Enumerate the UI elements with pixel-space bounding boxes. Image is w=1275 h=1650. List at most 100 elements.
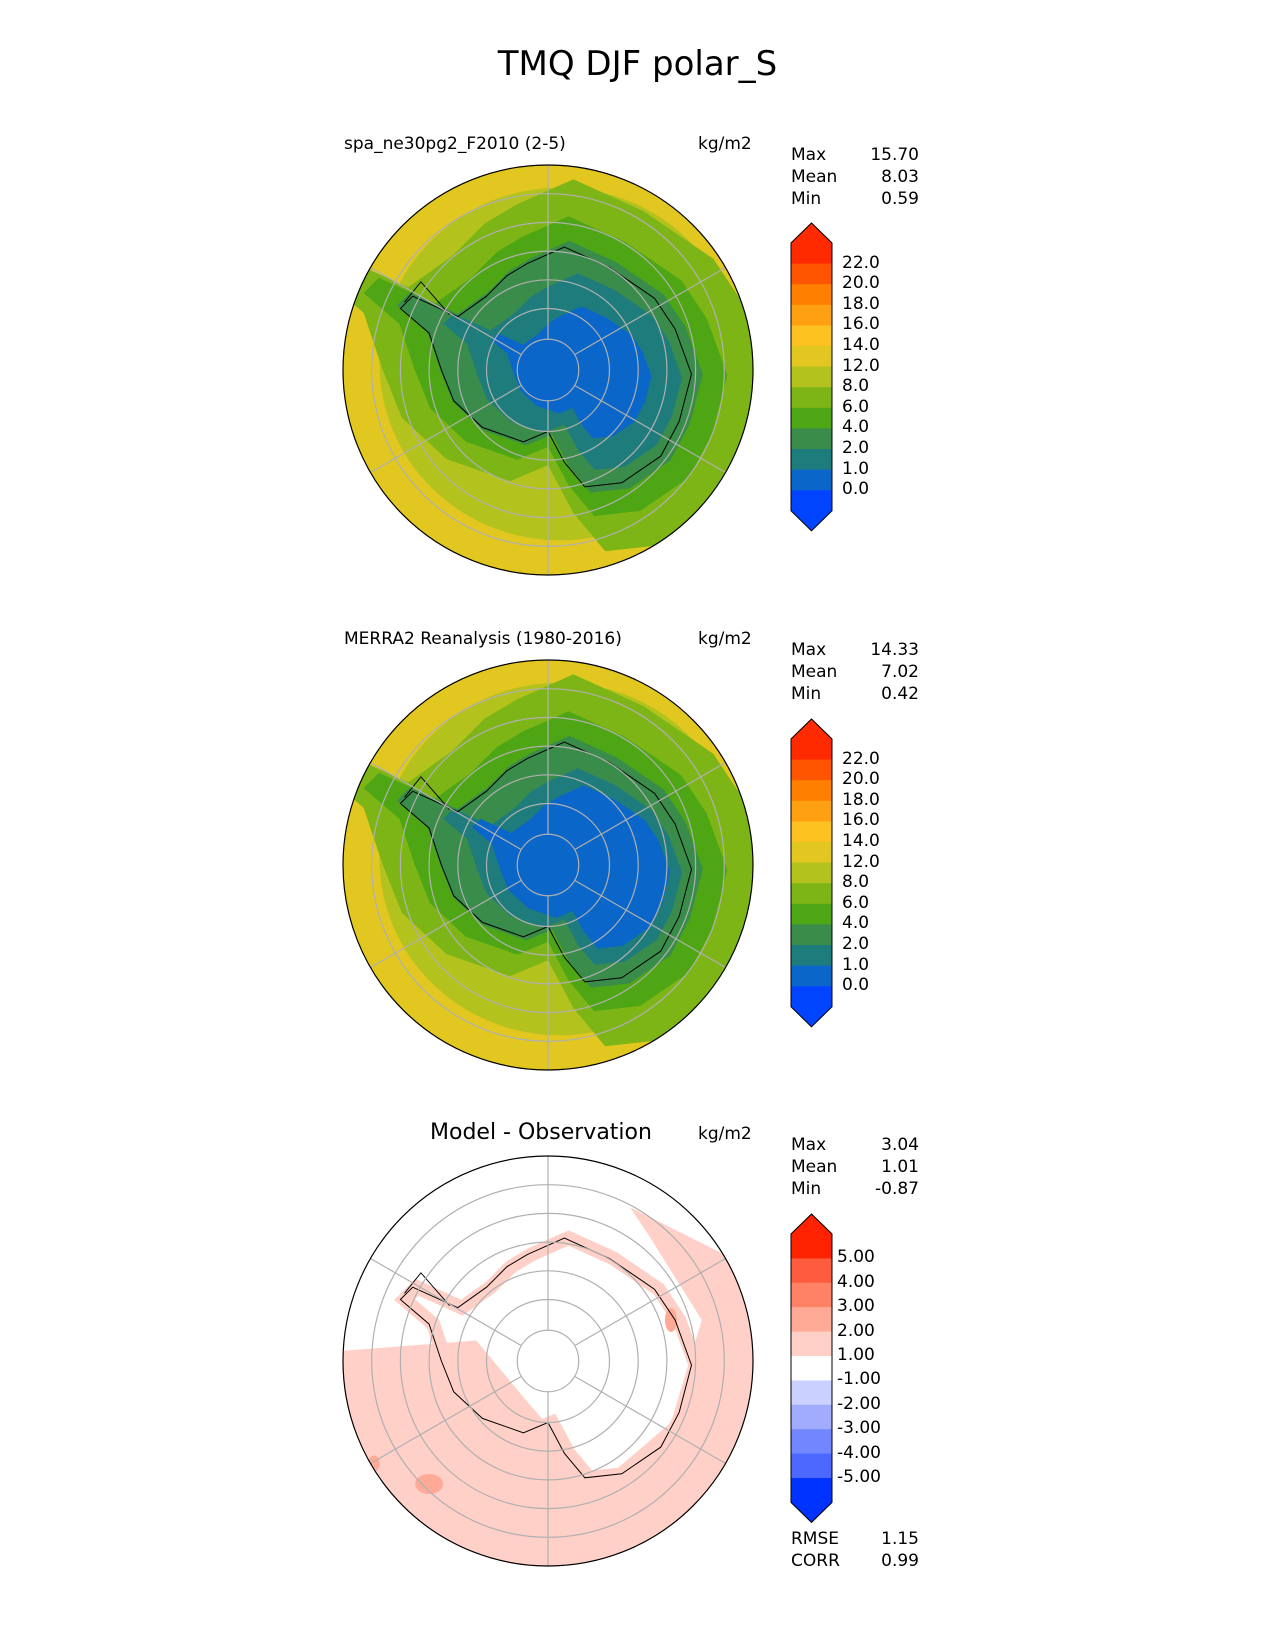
panel-model-title: spa_ne30pg2_F2010 (2-5) xyxy=(344,134,566,154)
colorbar-extend-top xyxy=(791,719,832,739)
colorbar-segment xyxy=(791,1478,832,1523)
colorbar-tick-label: 12.0 xyxy=(842,355,880,376)
colorbar-segment xyxy=(791,325,832,347)
diff-positive-patch xyxy=(665,1308,677,1332)
field-band xyxy=(491,306,652,439)
stat-label: Mean xyxy=(791,1157,838,1177)
colorbar-segment xyxy=(791,924,832,946)
colorbar-segment xyxy=(791,780,832,802)
colorbar-segment xyxy=(791,1234,832,1259)
colorbar-tick-label: 8.0 xyxy=(842,376,870,397)
colorbar-diff xyxy=(790,1213,833,1524)
longitude-gridline xyxy=(370,761,522,851)
colorbar-tick-label: -3.00 xyxy=(837,1418,881,1439)
stat-label: Max xyxy=(791,145,827,165)
map-border xyxy=(342,659,754,1071)
stat-value: 1.01 xyxy=(881,1157,919,1177)
colorbar-extend-top xyxy=(791,1214,832,1234)
corr-label: CORR xyxy=(791,1551,840,1571)
colorbar-tick-label: 1.00 xyxy=(837,1345,875,1365)
colorbar-segment xyxy=(791,759,832,781)
colorbar-segment xyxy=(791,304,832,326)
colorbar-tick-label: 0.0 xyxy=(842,479,870,500)
colorbar-segment xyxy=(791,1429,832,1455)
map-panel-model xyxy=(342,164,754,576)
panel-obs-title: MERRA2 Reanalysis (1980-2016) xyxy=(344,629,622,649)
colorbar-segment xyxy=(791,1307,832,1333)
colorbar-segment xyxy=(791,407,832,429)
longitude-gridline xyxy=(370,879,522,969)
colorbar-segment xyxy=(791,945,832,967)
diff-positive-area xyxy=(343,1207,753,1566)
panel-diff-title: Model - Observation xyxy=(430,1120,652,1145)
coastline xyxy=(404,776,450,810)
longitude-gridline xyxy=(574,266,726,356)
colorbar-tick-label: 1.0 xyxy=(842,458,870,479)
colorbar-segment xyxy=(791,739,832,761)
colorbar-tick-label: 20.0 xyxy=(842,769,880,790)
stat-value: 14.33 xyxy=(870,640,919,660)
colorbar-tick-label: 4.0 xyxy=(842,913,870,934)
panel-diff-units: kg/m2 xyxy=(698,1124,752,1144)
longitude-gridline xyxy=(574,384,726,474)
map-border xyxy=(342,164,754,576)
stat-label: Mean xyxy=(791,167,838,187)
stat-value: 0.59 xyxy=(881,189,919,209)
longitude-gridline xyxy=(574,1375,726,1465)
colorbar-segment xyxy=(791,366,832,388)
panel-obs-units: kg/m2 xyxy=(698,629,752,649)
stat-value: 0.42 xyxy=(881,684,919,704)
colorbar-tick-label: 8.0 xyxy=(842,872,870,893)
field-band xyxy=(472,785,671,949)
colorbar-tick-label: -5.00 xyxy=(837,1467,881,1487)
colorbar-tick-label: 4.00 xyxy=(837,1271,875,1292)
colorbar-segment xyxy=(791,903,832,925)
colorbar-segment xyxy=(791,842,832,864)
colorbar-tick-label: 2.00 xyxy=(837,1320,875,1341)
colorbar-tick-label: 3.00 xyxy=(837,1296,875,1317)
colorbar-segment xyxy=(791,883,832,905)
colorbar-tick-label: -4.00 xyxy=(837,1442,881,1463)
colorbar-segment xyxy=(791,1453,832,1479)
colorbar-tick-label: 14.0 xyxy=(842,831,880,851)
stat-label: Max xyxy=(791,1135,827,1155)
stat-value: 3.04 xyxy=(881,1135,919,1155)
stat-value: 15.70 xyxy=(870,145,919,165)
map-panel-diff xyxy=(342,1155,754,1567)
colorbar-segment xyxy=(791,1356,832,1381)
colorbar-segment xyxy=(791,965,832,987)
colorbar-segment xyxy=(791,1258,832,1284)
colorbar-tick-label: 22.0 xyxy=(842,252,880,273)
longitude-gridline xyxy=(574,1257,726,1347)
stat-value: -0.87 xyxy=(875,1179,919,1199)
colorbar-obs xyxy=(790,718,833,1028)
colorbar-segment xyxy=(791,243,832,265)
colorbar-tick-label: -2.00 xyxy=(837,1393,881,1414)
stat-label: Min xyxy=(791,1179,822,1199)
colorbar-segment xyxy=(791,1404,832,1430)
colorbar-tick-label: 0.0 xyxy=(842,975,870,996)
map-border xyxy=(342,1155,754,1567)
colorbar-segment xyxy=(791,263,832,285)
colorbar-outline xyxy=(790,718,833,1028)
coastline xyxy=(404,1272,450,1306)
colorbar-segment xyxy=(791,469,832,491)
colorbar-tick-label: 16.0 xyxy=(842,314,880,335)
diff-positive-patch xyxy=(415,1474,444,1494)
colorbar-segment xyxy=(791,986,832,1027)
colorbar-tick-label: 18.0 xyxy=(842,789,880,810)
colorbar-tick-label: 6.0 xyxy=(842,892,870,913)
colorbar-tick-label: 20.0 xyxy=(842,273,880,294)
stat-value: 8.03 xyxy=(881,167,919,187)
colorbar-outline xyxy=(790,1213,833,1524)
colorbar-segment xyxy=(791,1282,832,1308)
stat-label: Min xyxy=(791,189,822,209)
corr-value: 0.99 xyxy=(881,1551,919,1571)
colorbar-segment xyxy=(791,428,832,450)
colorbar-tick-label: 4.0 xyxy=(842,417,870,438)
colorbar-tick-label: 18.0 xyxy=(842,293,880,314)
colorbar-tick-label: -1.00 xyxy=(837,1369,881,1390)
colorbar-segment xyxy=(791,284,832,306)
longitude-gridline xyxy=(370,384,522,474)
